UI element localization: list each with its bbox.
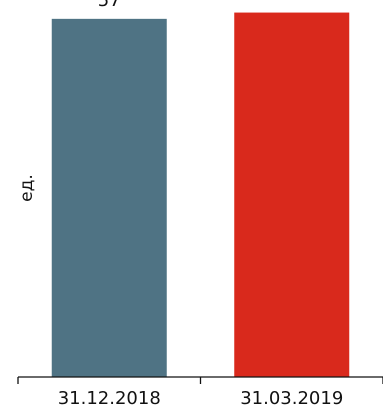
- x-tick-label-1: 31.12.2018: [58, 388, 161, 409]
- bars-group: [51, 12, 350, 377]
- bar-1: [51, 18, 167, 377]
- x-tick-label-2: 31.03.2019: [240, 388, 343, 409]
- x-axis-ticks: [17, 377, 383, 384]
- data-labels-group: 57 58: [98, 0, 303, 11]
- bar-2: [234, 12, 350, 377]
- data-label-1: 57: [98, 0, 121, 11]
- data-label-2: 58: [280, 0, 303, 5]
- x-axis-labels: 31.12.2018 31.03.2019: [58, 388, 344, 409]
- y-axis-label: ед.: [17, 174, 37, 202]
